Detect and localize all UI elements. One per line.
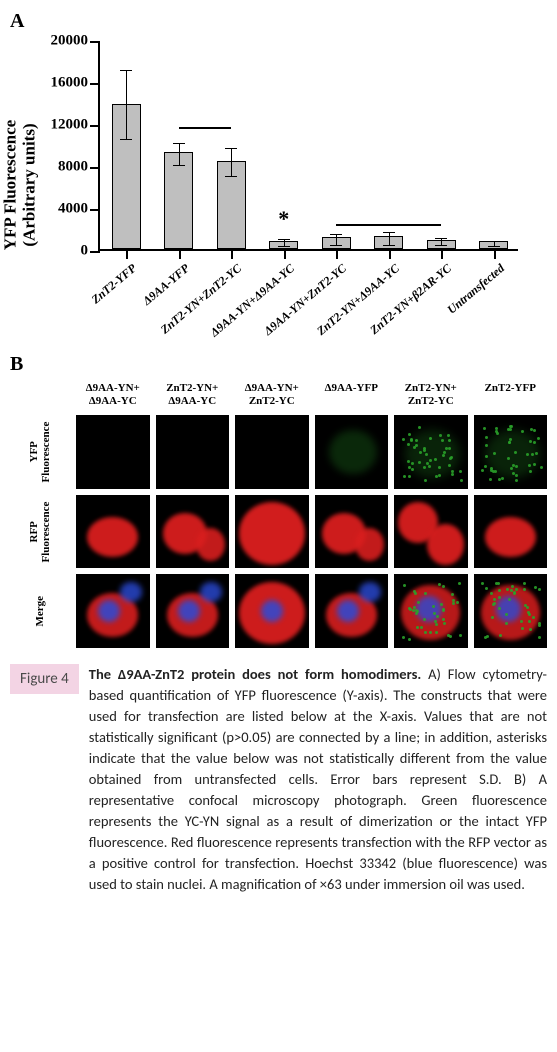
x-tick-label: ZnT2-YN+β2AR-YC — [445, 261, 455, 272]
row-header: Merge — [10, 574, 70, 648]
x-tick — [179, 249, 181, 259]
micrograph-cell — [235, 415, 309, 489]
x-tick-label: Untransfected — [498, 261, 508, 272]
error-cap — [435, 238, 447, 239]
panel-b-label: B — [10, 353, 547, 376]
y-tick-label: 16000 — [51, 75, 89, 92]
figure-badge: Figure 4 — [10, 664, 79, 694]
error-bar — [336, 234, 337, 246]
x-tick — [389, 249, 391, 259]
micrograph-cell — [235, 574, 309, 648]
error-cap — [488, 246, 500, 247]
figure-caption-title: The Δ9AA-ZnT2 protein does not form homo… — [89, 665, 421, 683]
bar-chart: YFP Fluorescence (Arbitrary units) * 040… — [30, 35, 540, 335]
column-header: ZnT2-YN+ZnT2-YC — [394, 382, 468, 409]
asterisk-marker: * — [278, 206, 289, 232]
y-tick — [90, 41, 100, 43]
error-bar — [179, 143, 180, 165]
y-tick-label: 12000 — [51, 117, 89, 134]
panel-a-label: A — [10, 10, 547, 33]
bars-layer: * — [100, 41, 518, 249]
column-header: Δ9AA-YN+Δ9AA-YC — [76, 382, 150, 409]
y-tick — [90, 251, 100, 253]
x-tick-label: Δ9AA-YN+Δ9AA-YC — [288, 261, 298, 272]
y-tick — [90, 167, 100, 169]
micrograph-cell — [235, 495, 309, 569]
x-tick-label: Δ9AA-YN+ZnT2-YC — [340, 261, 350, 272]
y-axis-title-line-2: (Arbitrary units) — [19, 123, 38, 246]
x-tick-label: Δ9AA-YFP — [183, 261, 193, 272]
error-bar — [126, 70, 127, 138]
error-cap — [330, 245, 342, 246]
x-tick — [441, 249, 443, 259]
y-tick — [90, 83, 100, 85]
y-tick-label: 8000 — [58, 159, 88, 176]
panel-a: A YFP Fluorescence (Arbitrary units) * 0… — [10, 10, 547, 335]
significance-line — [179, 127, 232, 129]
x-tick — [231, 249, 233, 259]
micrograph-cell — [394, 495, 468, 569]
micrograph-cell — [474, 495, 548, 569]
x-tick — [494, 249, 496, 259]
micrograph-cell — [474, 415, 548, 489]
y-tick-label: 20000 — [51, 33, 89, 50]
row-header: RFPFluorescence — [10, 495, 70, 569]
figure-caption: Figure 4 The Δ9AA-ZnT2 protein does not … — [10, 664, 547, 895]
error-bar — [231, 148, 232, 176]
error-cap — [278, 239, 290, 240]
panel-b: B Δ9AA-YN+Δ9AA-YCZnT2-YN+Δ9AA-YCΔ9AA-YN+… — [10, 353, 547, 648]
micrograph-cell — [315, 495, 389, 569]
column-header: ZnT2-YFP — [474, 382, 548, 409]
figure-caption-body: A) Flow cytometry-based quantification o… — [89, 665, 547, 893]
error-cap — [225, 148, 237, 149]
row-header: YFPFluorescence — [10, 415, 70, 489]
x-tick-label: ZnT2-YFP — [130, 261, 140, 272]
error-cap — [173, 165, 185, 166]
plot-region: * 040008000120001600020000ZnT2-YFPΔ9AA-Y… — [98, 41, 518, 251]
micrograph-cell — [474, 574, 548, 648]
x-tick — [284, 249, 286, 259]
y-tick — [90, 209, 100, 211]
y-tick-label: 4000 — [58, 201, 88, 218]
y-axis-title: YFP Fluorescence (Arbitrary units) — [1, 120, 38, 250]
micrograph-cell — [394, 415, 468, 489]
x-tick — [126, 249, 128, 259]
error-cap — [488, 241, 500, 242]
column-header: Δ9AA-YN+ZnT2-YC — [235, 382, 309, 409]
error-cap — [383, 245, 395, 246]
micrograph-cell — [315, 415, 389, 489]
x-tick-label: ZnT2-YN+ZnT2-YC — [235, 261, 245, 272]
x-tick-label: ZnT2-YN+Δ9AA-YC — [393, 261, 403, 272]
error-cap — [435, 245, 447, 246]
micrograph-grid: Δ9AA-YN+Δ9AA-YCZnT2-YN+Δ9AA-YCΔ9AA-YN+Zn… — [10, 382, 547, 648]
micrograph-cell — [315, 574, 389, 648]
error-cap — [278, 246, 290, 247]
error-cap — [383, 232, 395, 233]
significance-line — [336, 224, 441, 226]
micrograph-cell — [156, 415, 230, 489]
micrograph-cell — [394, 574, 468, 648]
column-header: Δ9AA-YFP — [315, 382, 389, 409]
y-tick — [90, 125, 100, 127]
bar — [164, 152, 193, 249]
column-header: ZnT2-YN+Δ9AA-YC — [156, 382, 230, 409]
y-tick-label: 0 — [81, 243, 89, 260]
error-cap — [120, 139, 132, 140]
micrograph-cell — [76, 495, 150, 569]
x-tick — [336, 249, 338, 259]
y-axis-title-line-1: YFP Fluorescence — [0, 120, 19, 250]
grid-corner — [10, 382, 70, 409]
micrograph-cell — [156, 574, 230, 648]
error-bar — [389, 232, 390, 245]
figure-caption-text: The Δ9AA-ZnT2 protein does not form homo… — [89, 664, 547, 895]
error-cap — [120, 70, 132, 71]
micrograph-cell — [156, 495, 230, 569]
micrograph-cell — [76, 574, 150, 648]
error-cap — [225, 176, 237, 177]
micrograph-cell — [76, 415, 150, 489]
error-cap — [173, 143, 185, 144]
error-cap — [330, 234, 342, 235]
